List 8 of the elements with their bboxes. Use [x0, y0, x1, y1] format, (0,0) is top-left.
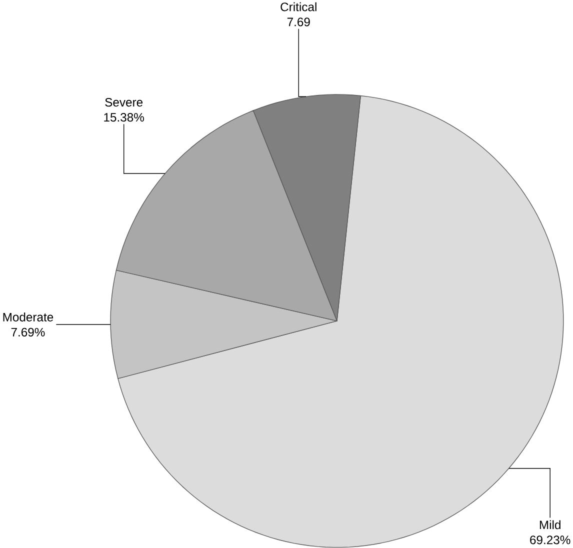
slice-label: Severe [105, 98, 143, 107]
slice-label: Critical [280, 2, 316, 12]
data-label: 7.69 [287, 18, 310, 26]
slice-label: Moderate [3, 312, 54, 322]
data-label: 15.38% [104, 113, 144, 122]
data-label: 7.69% [11, 328, 45, 337]
slice-label: Mild [540, 520, 560, 530]
data-label: 69.23% [530, 536, 570, 544]
